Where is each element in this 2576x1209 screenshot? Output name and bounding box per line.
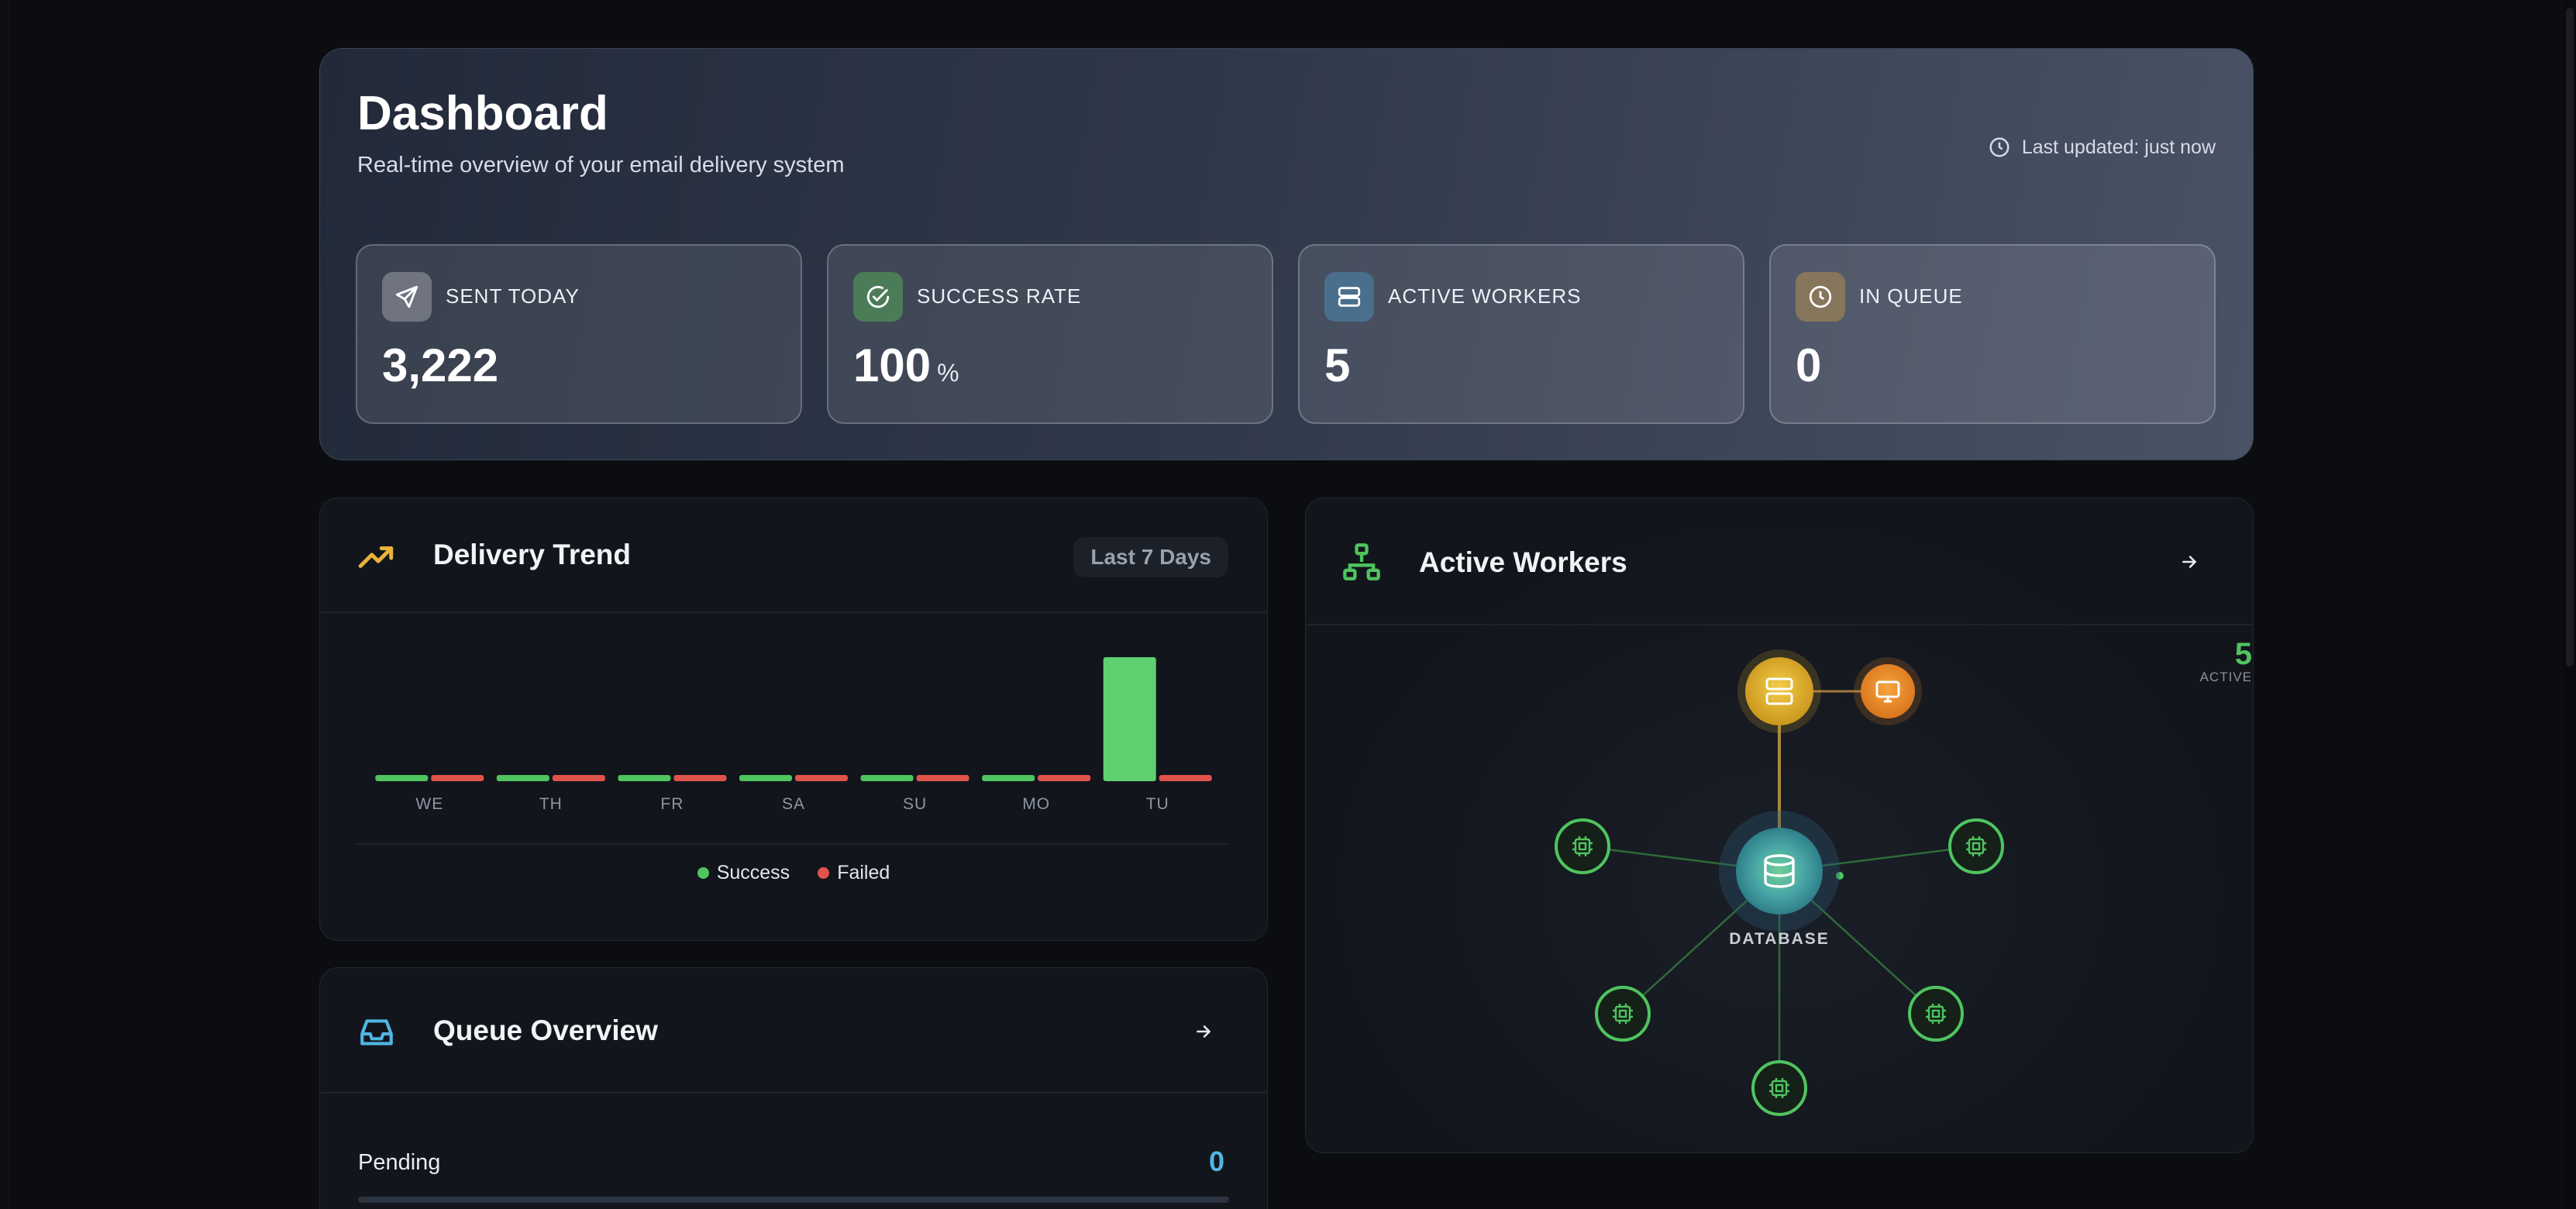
page-title: Dashboard [357,87,608,140]
worker-node[interactable] [1908,986,1964,1042]
left-edge [0,0,9,1209]
queue-overview-card: Queue Overview [319,967,1268,1209]
send-icon [382,272,432,322]
stat-label: ACTIVE WORKERS [1388,284,1582,308]
check-circle-icon [853,272,903,322]
bar-success-th[interactable] [496,775,549,781]
range-selector[interactable]: Last 7 Days [1073,537,1228,577]
stat-card-success-rate: SUCCESS RATE 100% [827,244,1273,424]
active-count-label: ACTIVE [2199,670,2252,684]
queue-row-label: Pending [358,1150,441,1175]
page-subtitle: Real-time overview of your email deliver… [357,153,845,177]
stat-card-active-workers: ACTIVE WORKERS 5 [1298,244,1744,424]
tick-label-mo: MO [1022,795,1051,813]
dashboard-header: Dashboard Real-time overview of your ema… [319,48,2254,460]
clock-icon [1796,272,1845,322]
bar-failed-su[interactable] [916,775,969,781]
cpu-icon [1926,1004,1946,1024]
worker-node[interactable] [1751,1060,1807,1116]
worker-node[interactable] [1555,818,1610,874]
cpu-icon [1572,836,1593,856]
stat-label: SENT TODAY [446,284,580,308]
server-icon [1765,677,1793,705]
monitor-node[interactable] [1854,657,1922,725]
card-title: Delivery Trend [433,539,632,570]
stat-value: 0 [1796,339,1822,391]
tick-label-we: WE [415,795,444,813]
legend-label: Success [716,862,790,884]
arrow-right-icon [1197,1025,1211,1038]
workers-open-button[interactable] [2174,546,2205,577]
legend-item-success: Success [697,862,790,884]
scrollbar[interactable] [2564,0,2576,1209]
card-header [1306,498,2253,625]
tick-label-tu: TU [1145,795,1169,813]
active-count-value: 5 [2234,637,2252,671]
active-count: 5 ACTIVE [2200,639,2252,685]
card-title: Active Workers [1419,546,1627,578]
card-title: Queue Overview [433,1014,658,1046]
scrollbar-thumb[interactable] [2566,8,2574,666]
bar-failed-sa[interactable] [795,775,848,781]
database-label: DATABASE [1729,930,1830,948]
last-updated: Last updated: just now [1988,136,2216,159]
stat-label: IN QUEUE [1859,284,1963,308]
worker-node[interactable] [1948,818,2004,874]
bar-failed-fr[interactable] [673,775,727,781]
bar-failed-th[interactable] [552,775,605,781]
stat-value: 5 [1324,339,1351,391]
tick-label-th: TH [539,795,563,813]
bar-success-fr[interactable] [618,775,671,781]
arrow-right-icon [2182,556,2196,568]
tick-label-su: SU [902,795,928,813]
chart-x-axis: WE TH FR SA SU MO TU [319,795,1268,826]
stat-label: SUCCESS RATE [917,284,1082,308]
delivery-trend-chart [375,657,1212,781]
inbox-icon [360,1019,393,1045]
worker-topology: DATABASE [1555,649,2004,1116]
last-updated-text: Last updated: just now [2021,136,2216,158]
legend-dot [697,867,709,879]
card-header [320,498,1267,613]
card-header [320,968,1267,1094]
worker-node[interactable] [1595,986,1651,1042]
bar-success-tu[interactable] [1103,657,1156,781]
server-icon [1324,272,1374,322]
cpu-icon [1966,836,1986,856]
network-icon [1343,543,1380,580]
stat-value: 100% [853,339,959,391]
bar-failed-mo[interactable] [1038,775,1091,781]
server-node[interactable] [1737,649,1821,733]
clock-icon [1989,137,2009,157]
queue-row-value: 0 [1209,1145,1225,1177]
bar-success-mo[interactable] [982,775,1035,781]
queue-open-button[interactable] [1188,1016,1219,1047]
trending-up-icon [358,546,394,568]
legend-dot [818,867,830,879]
bar-success-we[interactable] [375,775,429,781]
monitor-icon [1875,680,1900,703]
bar-success-su[interactable] [860,775,914,781]
queue-progress-bar [358,1197,1229,1203]
bar-success-sa[interactable] [739,775,792,781]
tick-label-sa: SA [781,795,806,813]
database-node[interactable] [1719,811,1840,932]
stat-value: 3,222 [382,339,499,391]
stat-unit: % [937,359,959,387]
legend-label: Failed [837,862,890,884]
stat-card-in-queue: IN QUEUE 0 [1769,244,2216,424]
tick-label-fr: FR [660,795,684,813]
legend-item-failed: Failed [818,862,890,884]
bar-failed-tu[interactable] [1159,775,1212,781]
cpu-icon [1613,1004,1633,1024]
database-icon [1764,854,1795,888]
stat-card-sent-today: SENT TODAY 3,222 [356,244,802,424]
chart-legend: Success Failed [319,862,1268,884]
cpu-icon [1769,1078,1789,1098]
bar-failed-we[interactable] [431,775,484,781]
chart-divider [356,843,1228,845]
